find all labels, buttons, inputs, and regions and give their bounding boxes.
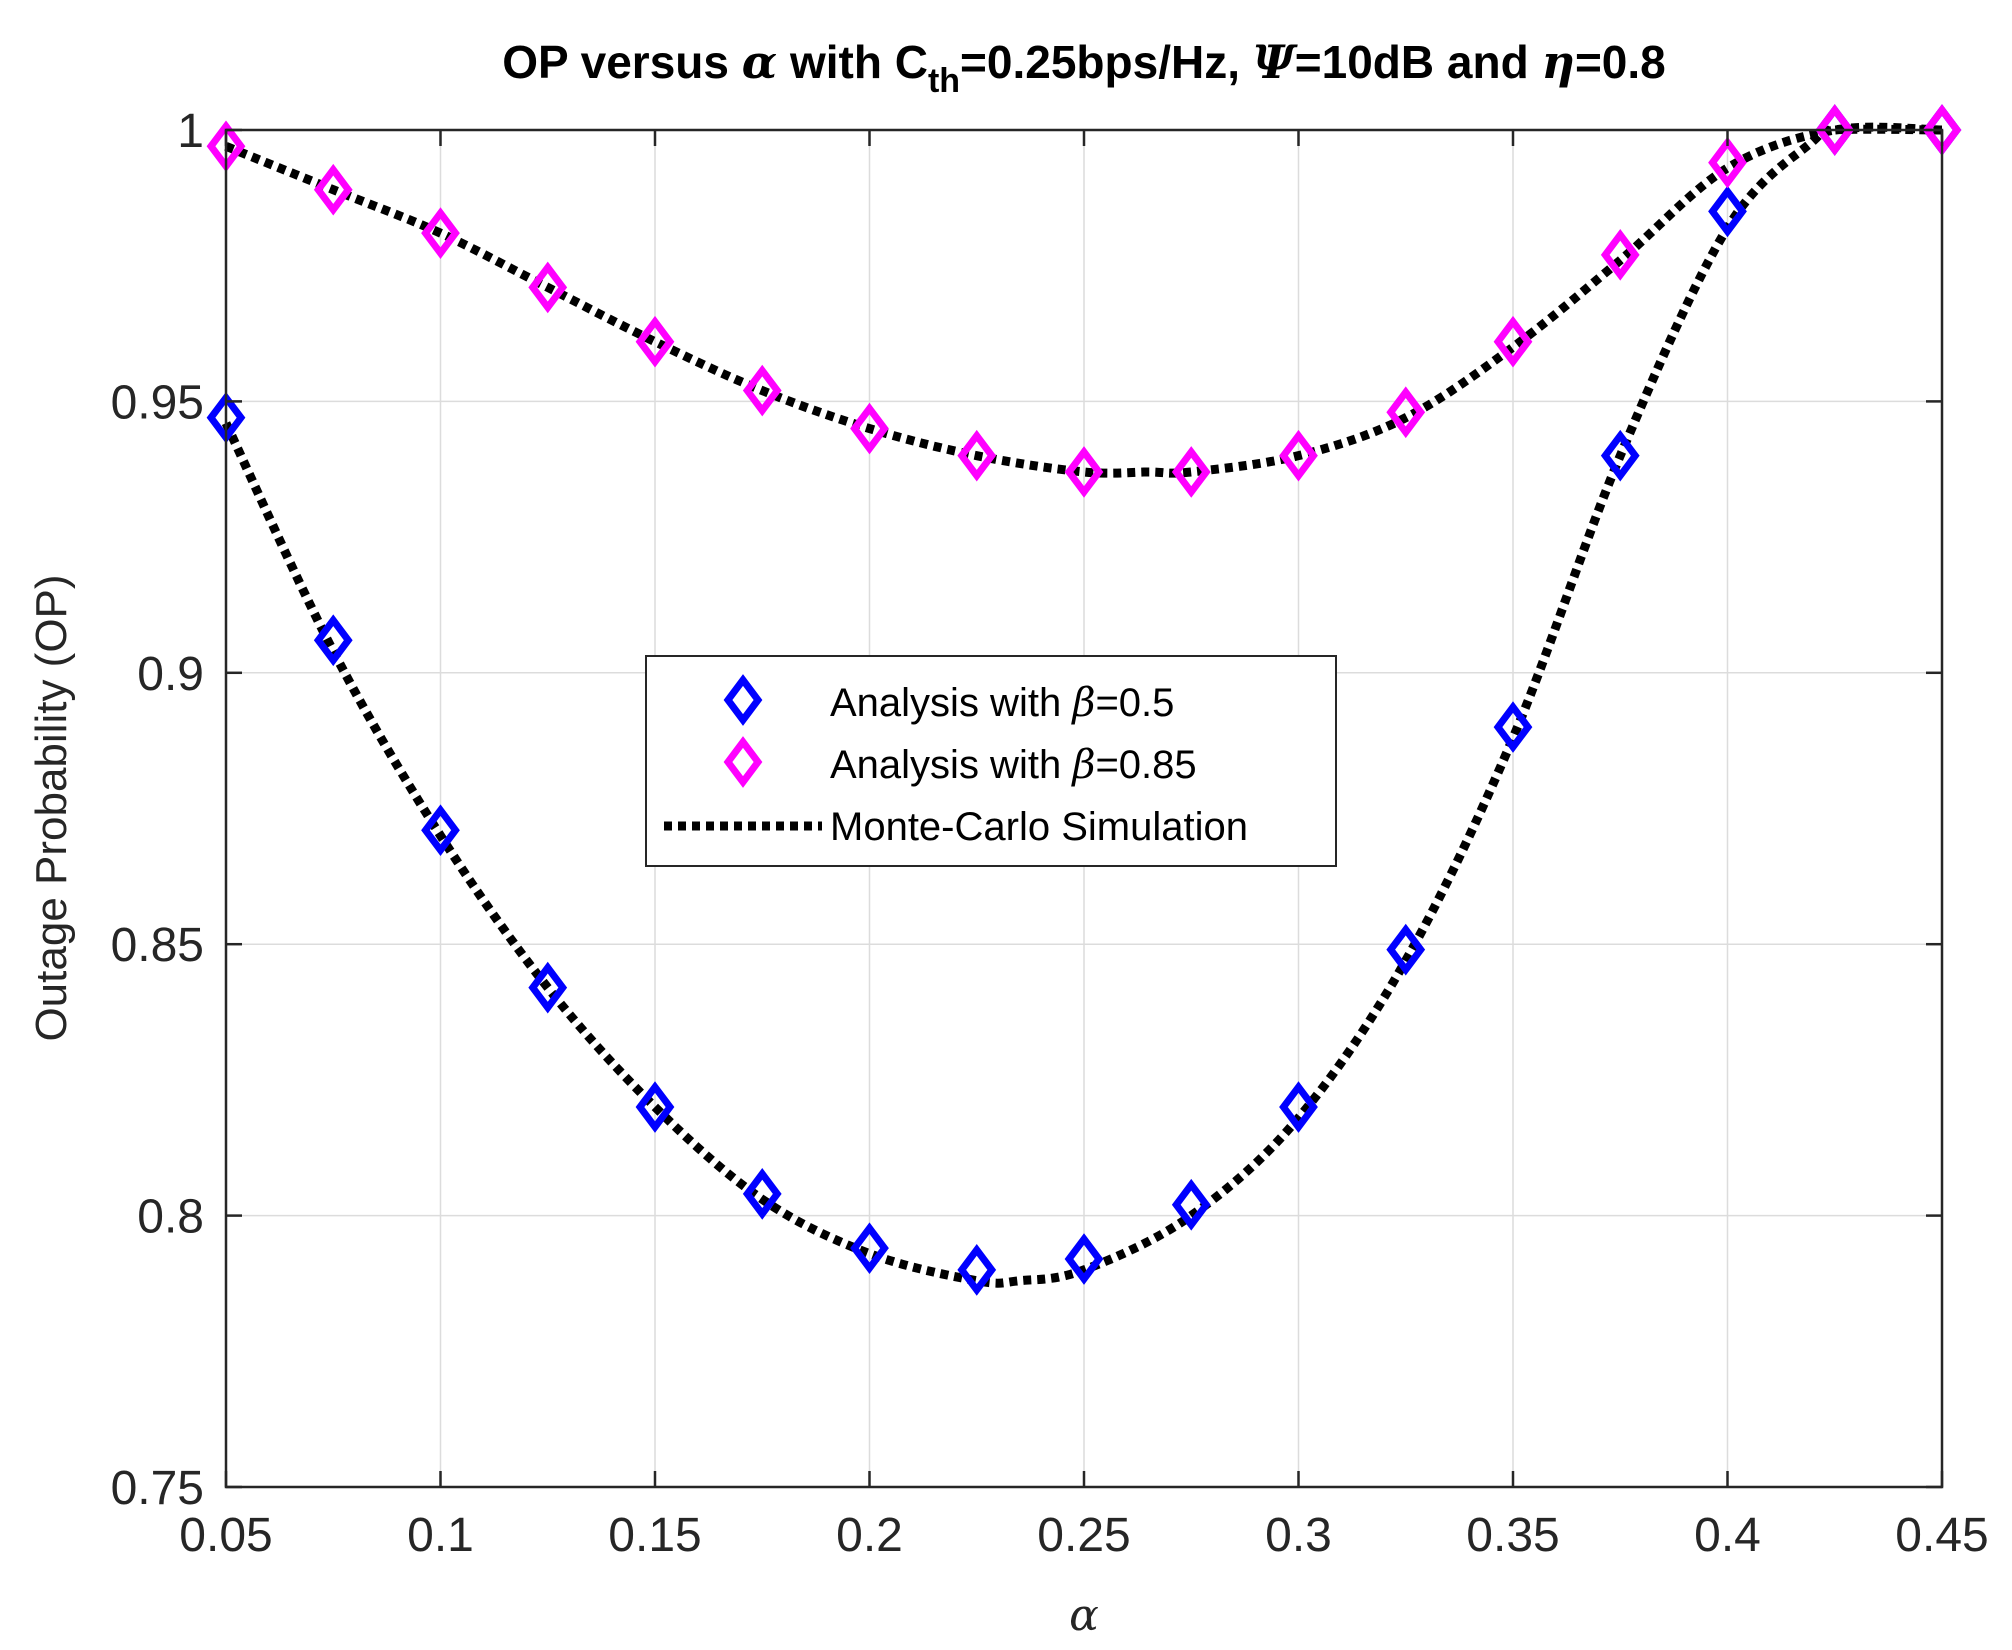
marker-beta-0-85 — [1600, 229, 1640, 281]
legend-1-beta: β — [1070, 742, 1095, 788]
x-tick-label: 0.4 — [1694, 1509, 1761, 1562]
marker-beta-0-85 — [1064, 446, 1104, 498]
marker-beta-0-5 — [635, 1081, 675, 1133]
legend-label-beta-0-5: Analysis with β=0.5 — [830, 680, 1174, 726]
marker-beta-0-5 — [528, 961, 568, 1014]
y-tick-label: 1 — [177, 105, 204, 158]
title-prefix: OP versus — [502, 36, 729, 88]
x-tick-label: 0.35 — [1466, 1509, 1559, 1562]
x-tick-label: 0.05 — [179, 1509, 272, 1562]
marker-beta-0-5 — [1493, 701, 1533, 753]
marker-beta-0-5 — [1386, 923, 1426, 976]
title-mid: =0.25bps/Hz, — [960, 36, 1240, 88]
title-eta: η — [1541, 35, 1574, 89]
marker-beta-0-85 — [1171, 446, 1211, 498]
marker-beta-0-85 — [850, 402, 889, 455]
y-tick-label: 0.85 — [111, 919, 204, 972]
legend-label-beta-0-85: Analysis with β=0.85 — [830, 742, 1197, 788]
title-mid2: =10dB and — [1295, 36, 1529, 88]
marker-beta-0-85 — [957, 429, 997, 482]
marker-beta-0-5 — [1600, 429, 1640, 482]
legend-1-prefix: Analysis with — [830, 743, 1072, 787]
marker-beta-0-85 — [1493, 315, 1533, 368]
y-tick-label: 0.9 — [137, 648, 204, 701]
axis-ticks: 0.05 0.1 0.15 0.2 0.25 0.3 0.35 0.4 0.45 0.75 0.8 0… — [111, 105, 1989, 1562]
y-tick-label: 0.8 — [137, 1191, 204, 1244]
x-tick-label: 0.3 — [1265, 1509, 1332, 1562]
monte-carlo-curve-beta-0-5 — [221, 124, 1943, 1288]
y-tick-label: 0.95 — [111, 376, 204, 429]
legend-0-suffix: =0.5 — [1095, 681, 1174, 725]
marker-beta-0-5 — [1171, 1178, 1211, 1231]
marker-beta-0-85 — [1815, 104, 1855, 156]
x-axis-label: α — [1069, 1590, 1099, 1641]
marker-beta-0-85 — [635, 315, 675, 368]
title-suffix: =0.8 — [1575, 36, 1666, 88]
x-tick-label: 0.45 — [1895, 1509, 1988, 1562]
title-psi: Ψ — [1253, 35, 1298, 89]
y-tick-label: 0.75 — [111, 1462, 204, 1515]
legend-label-monte-carlo: Monte-Carlo Simulation — [830, 805, 1248, 849]
legend-0-beta: β — [1070, 680, 1095, 726]
legend-symbol-beta-0-5 — [723, 674, 763, 726]
marker-beta-0-5 — [850, 1222, 889, 1275]
monte-carlo-curve-beta-0-85 — [224, 122, 1943, 478]
marker-beta-0-85 — [528, 261, 568, 314]
marker-beta-0-85 — [1708, 136, 1747, 189]
marker-beta-0-5 — [957, 1244, 997, 1296]
marker-beta-0-5 — [421, 804, 460, 857]
x-tick-label: 0.15 — [608, 1509, 701, 1562]
title-alpha: α — [742, 35, 777, 89]
legend-diamond-beta-0-85 — [723, 736, 763, 788]
legend-0-prefix: Analysis with — [830, 681, 1072, 725]
x-tick-label: 0.1 — [407, 1509, 474, 1562]
title-with: with C — [789, 36, 928, 88]
marker-beta-0-85 — [742, 364, 782, 417]
marker-beta-0-5 — [313, 614, 353, 667]
marker-beta-0-85 — [1386, 386, 1426, 439]
legend-1-suffix: =0.85 — [1095, 743, 1196, 787]
marker-beta-0-5 — [1279, 1081, 1318, 1133]
simulation-curves — [221, 122, 1943, 1288]
title-subscript: th — [928, 62, 960, 100]
marker-beta-0-5 — [742, 1168, 782, 1220]
marker-beta-0-85 — [421, 207, 460, 259]
marker-beta-0-85 — [313, 163, 353, 216]
legend-symbol-beta-0-85 — [723, 736, 763, 788]
marker-beta-0-85 — [1279, 429, 1318, 482]
x-tick-label: 0.2 — [836, 1509, 903, 1562]
legend: Analysis with β=0.5 Analysis with β=0.85… — [645, 655, 1337, 867]
y-axis-label: Outage Probability (OP) — [27, 574, 76, 1041]
analysis-markers — [206, 104, 1962, 1296]
marker-beta-0-5 — [1708, 185, 1747, 238]
chart-title: OP versus α with Cth=0.25bps/Hz, Ψ=10dB … — [502, 35, 1666, 100]
marker-beta-0-5 — [1064, 1233, 1104, 1285]
legend-diamond-beta-0-5 — [723, 674, 763, 726]
x-tick-label: 0.25 — [1037, 1509, 1130, 1562]
